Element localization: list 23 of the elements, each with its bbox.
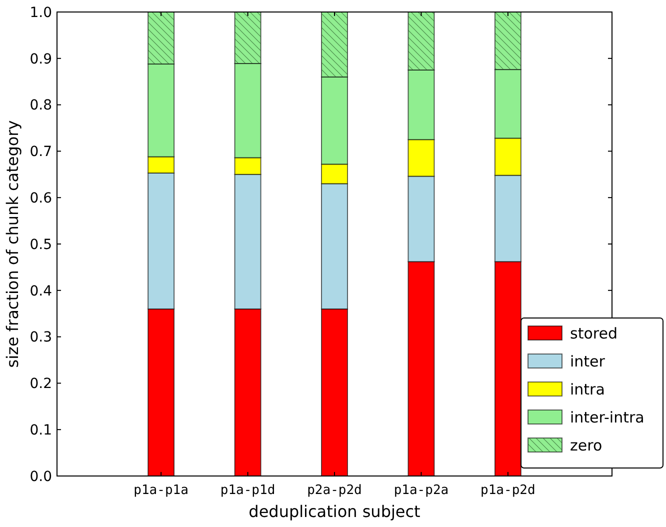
legend-label: stored (570, 324, 618, 342)
y-tick-label: 0.0 (30, 468, 52, 485)
y-tick-label: 0.7 (30, 144, 52, 160)
x-axis-title: deduplication subject (248, 502, 420, 521)
y-tick-label: 0.8 (30, 98, 52, 114)
legend-label: intra (570, 380, 605, 398)
y-tick-label: 0.6 (30, 190, 52, 206)
y-axis-title: size fraction of chunk category (3, 120, 22, 368)
x-tick-label: p1a-p1d (220, 483, 276, 498)
y-tick-label: 1.0 (30, 4, 52, 21)
y-tick-label: 0.9 (30, 51, 52, 68)
legend-label: zero (570, 436, 602, 454)
y-tick-label: 0.3 (30, 330, 52, 346)
y-tick-label: 0.1 (30, 422, 52, 438)
y-tick-label: 0.5 (30, 236, 52, 253)
x-tick-label: p2a-p2d (307, 483, 362, 498)
x-tick-label: p1a-p2a (394, 483, 449, 498)
y-tick-label: 0.2 (30, 376, 52, 392)
legend-label: inter-intra (570, 408, 644, 426)
x-tick-label: p1a-p2d (480, 483, 536, 498)
legend-label: inter (570, 352, 606, 370)
y-tick-label: 0.4 (30, 283, 52, 300)
x-tick-label: p1a-p1a (134, 483, 188, 498)
